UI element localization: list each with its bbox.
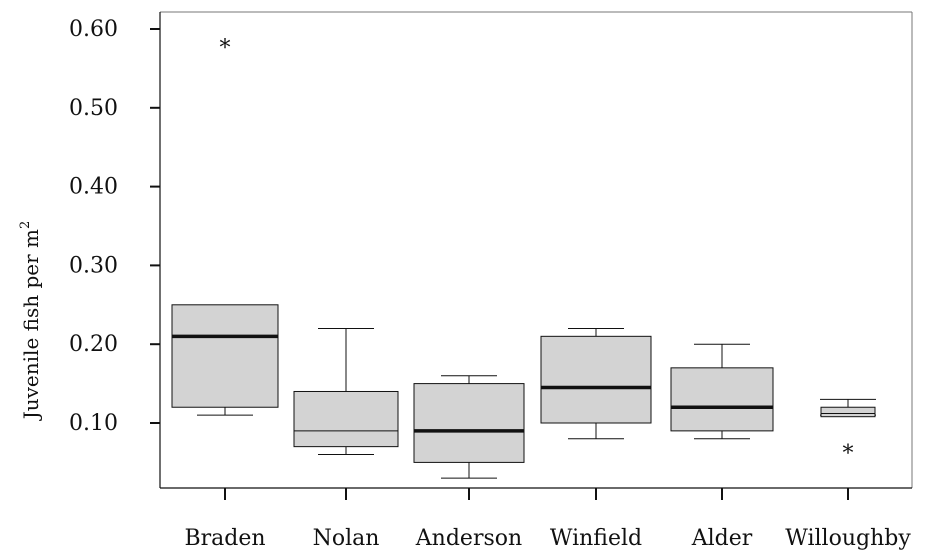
- y-tick-label: 0.10: [69, 411, 118, 436]
- y-tick-label: 0.20: [69, 332, 118, 357]
- boxes: **: [171, 36, 876, 479]
- x-tick-label: Braden: [184, 526, 265, 551]
- x-tick-label: Anderson: [415, 526, 522, 551]
- y-axis-title-superscript: 2: [18, 221, 33, 229]
- box-nolan: [293, 327, 399, 456]
- box-iqr: [413, 383, 525, 463]
- x-tick-label: Nolan: [313, 526, 380, 551]
- y-tick-label: 0.60: [69, 17, 118, 42]
- x-tick-label: Winfield: [550, 526, 642, 551]
- box-alder: [670, 343, 774, 440]
- plot-area: [159, 11, 913, 489]
- y-tick-label: 0.40: [69, 175, 118, 200]
- x-tick-label: Willoughby: [785, 526, 911, 551]
- y-axis-title-text: Juvenile fish per m: [19, 229, 43, 421]
- box-willoughby: *: [820, 398, 876, 467]
- box-braden: *: [171, 36, 279, 416]
- x-tick-label: Alder: [691, 526, 753, 551]
- outlier-marker: *: [843, 442, 854, 467]
- x-axis: Braden Nolan Anderson Winfield Alder Willough…: [184, 488, 911, 551]
- box-winfield: [540, 327, 652, 440]
- box-iqr: [540, 335, 652, 424]
- box-iqr: [670, 367, 774, 432]
- outlier-marker: *: [220, 36, 231, 61]
- box-iqr: [820, 406, 876, 418]
- box-iqr: [293, 390, 399, 448]
- box-iqr: [171, 304, 279, 408]
- y-axis-title: Juvenile fish per m2: [18, 221, 43, 422]
- y-tick-label: 0.30: [69, 253, 118, 278]
- y-tick-label: 0.50: [69, 96, 118, 121]
- box-anderson: [413, 375, 525, 479]
- y-axis: 0.10 0.20 0.30 0.40 0.50 0.60: [69, 17, 160, 436]
